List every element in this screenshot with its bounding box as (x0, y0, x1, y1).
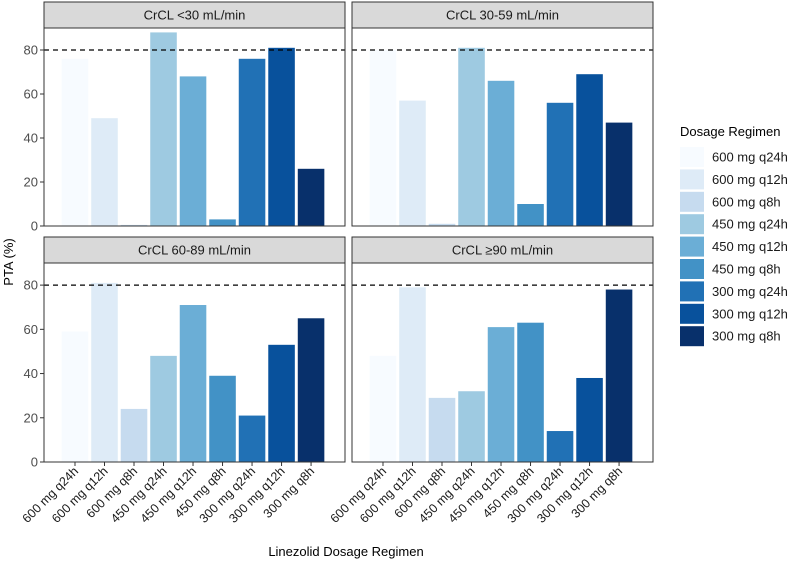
legend-key (680, 214, 704, 235)
legend-label: 600 mg q8h (712, 194, 781, 209)
panel-crcl-lt30-ml-min: CrCL <30 mL/min 0 20 40 60 80 (24, 1, 346, 234)
legend-items: 600 mg q24h 600 mg q12h 600 mg q8h 450 mg q… (680, 147, 788, 347)
bar-300-mg-q8h (297, 318, 325, 462)
legend-item-300-mg-q12h: 300 mg q12h (680, 303, 788, 324)
bar-450-mg-q8h (209, 375, 236, 462)
y-tick-label: 20 (24, 410, 38, 425)
bar-600-mg-q24h (369, 355, 397, 462)
y-tick-label: 60 (24, 322, 38, 337)
legend-label: 450 mg q12h (712, 239, 788, 254)
y-tick-label: 0 (31, 455, 38, 470)
legend-label: 450 mg q24h (712, 217, 788, 232)
bar-450-mg-q8h (209, 219, 236, 226)
legend-item-300-mg-q8h: 300 mg q8h (680, 326, 781, 347)
panel-border (351, 27, 654, 227)
legend-key (680, 259, 704, 279)
y-tick-label: 60 (24, 87, 38, 102)
y-tick-label: 80 (24, 278, 38, 293)
panel-crcl-ge90-ml-min: CrCL ≥90 mL/min (351, 236, 654, 466)
bar-450-mg-q24h (458, 391, 485, 462)
bar-600-mg-q12h (91, 118, 118, 226)
panel-border (351, 262, 654, 463)
bar-300-mg-q12h (268, 47, 295, 226)
legend-label: 600 mg q24h (712, 150, 788, 165)
y-tick-label: 40 (24, 366, 38, 381)
legend-item-600-mg-q12h: 600 mg q12h (680, 169, 788, 190)
y-axis-title: PTA (%) (1, 238, 16, 285)
bar-450-mg-q8h (517, 322, 544, 462)
bar-300-mg-q12h (576, 74, 603, 226)
bar-600-mg-q12h (399, 287, 426, 462)
bar-300-mg-q12h (576, 377, 603, 462)
legend-key (680, 281, 704, 302)
legend-key (680, 236, 704, 257)
panel-border (43, 262, 346, 463)
panels-layer: CrCL <30 mL/min 0 20 40 60 80 CrCL 30-59 mL/mi… (24, 1, 654, 470)
legend-item-300-mg-q24h: 300 mg q24h (680, 281, 788, 302)
bar-600-mg-q12h (399, 100, 426, 226)
bar-450-mg-q12h (179, 76, 207, 227)
panel-title: CrCL <30 mL/min (144, 8, 246, 23)
bar-600-mg-q8h (428, 397, 456, 462)
y-tick-label: 20 (24, 175, 38, 190)
legend-title: Dosage Regimen (680, 124, 780, 139)
legend-item-600-mg-q8h: 600 mg q8h (680, 191, 781, 212)
legend-key (680, 326, 704, 347)
bar-450-mg-q12h (179, 305, 207, 462)
panel-strip (351, 1, 654, 29)
bar-300-mg-q24h (546, 431, 574, 462)
y-tick-label: 80 (24, 43, 38, 58)
legend-item-450-mg-q12h: 450 mg q12h (680, 236, 788, 257)
bar-300-mg-q8h (605, 289, 633, 462)
panel-crcl-60-89-ml-min: CrCL 60-89 mL/min 0 20 40 60 80 (24, 236, 346, 470)
bar-600-mg-q24h (61, 331, 89, 462)
bar-450-mg-q12h (487, 80, 515, 226)
panel-strip (43, 236, 346, 264)
bar-600-mg-q12h (91, 282, 118, 462)
legend-key (680, 191, 704, 212)
bar-300-mg-q24h (546, 102, 574, 226)
bar-450-mg-q24h (150, 355, 177, 462)
legend-key (680, 169, 704, 190)
y-tick-label: 40 (24, 131, 38, 146)
bar-600-mg-q24h (61, 58, 89, 226)
bar-600-mg-q8h (120, 408, 148, 462)
legend-item-450-mg-q8h: 450 mg q8h (680, 259, 781, 279)
legend-item-600-mg-q24h: 600 mg q24h (680, 147, 788, 167)
bar-300-mg-q8h (297, 168, 325, 226)
legend-label: 600 mg q12h (712, 172, 788, 187)
legend-label: 300 mg q24h (712, 284, 788, 299)
bar-600-mg-q24h (369, 50, 397, 226)
bar-450-mg-q12h (487, 327, 515, 462)
panel-strip (43, 1, 346, 29)
panel-crcl-30-59-ml-min: CrCL 30-59 mL/min (351, 1, 654, 227)
bar-300-mg-q24h (238, 58, 266, 226)
bar-600-mg-q8h (428, 223, 456, 226)
legend-label: 300 mg q12h (712, 306, 788, 321)
legend-item-450-mg-q24h: 450 mg q24h (680, 214, 788, 235)
legend-key (680, 147, 704, 167)
bar-450-mg-q24h (458, 47, 485, 226)
legend-key (680, 303, 704, 324)
panel-title: CrCL 60-89 mL/min (138, 243, 251, 258)
bar-450-mg-q8h (517, 204, 544, 226)
bar-300-mg-q8h (605, 122, 633, 226)
panel-border (43, 27, 346, 227)
x-axis-title: Linezolid Dosage Regimen (268, 544, 423, 559)
bar-300-mg-q12h (268, 344, 295, 462)
bar-600-mg-q8h (120, 224, 148, 226)
y-tick-label: 0 (31, 219, 38, 234)
bar-300-mg-q24h (238, 415, 266, 462)
legend-label: 300 mg q8h (712, 329, 781, 344)
legend-label: 450 mg q8h (712, 262, 781, 277)
bar-450-mg-q24h (150, 32, 177, 227)
panel-title: CrCL ≥90 mL/min (452, 243, 553, 258)
panel-title: CrCL 30-59 mL/min (446, 8, 559, 23)
